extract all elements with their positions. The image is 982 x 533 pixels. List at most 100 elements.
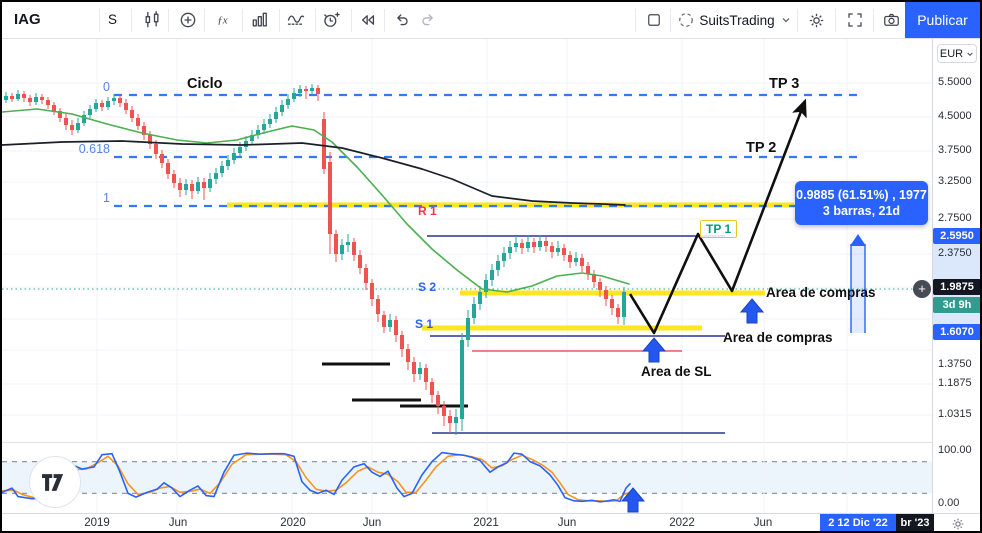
time-tick-2021: 2021 <box>473 517 499 529</box>
divider <box>131 9 132 32</box>
divider <box>873 9 874 32</box>
tooltip-line2: 3 barras, 21d <box>822 204 901 218</box>
indicators-fx-icon: ƒx <box>217 14 227 26</box>
account-name: SuitsTrading <box>699 12 775 28</box>
divider <box>384 9 385 32</box>
column-report-icon <box>252 12 267 27</box>
chevron-down-icon <box>967 52 973 56</box>
stochastic-pane[interactable] <box>2 442 932 513</box>
top-toolbar: IAG S SuitsTrading Publicar ƒx <box>2 2 980 39</box>
fib-label-0618[interactable]: 0.618 <box>78 142 110 156</box>
time-tick-2019: 2019 <box>84 517 110 529</box>
price-tick-3d 9h: 3d 9h <box>933 297 980 313</box>
settings-button[interactable] <box>801 6 831 34</box>
tp3-text[interactable]: TP 3 <box>769 76 800 92</box>
publish-button[interactable]: Publicar <box>905 2 980 38</box>
symbol-name[interactable]: IAG <box>14 11 41 28</box>
undo-button[interactable] <box>388 6 416 34</box>
time-tick-Jun: Jun <box>168 517 188 529</box>
time-axis[interactable]: 2019 Jun 2020 Jun 2021 Jun 2022 Jun 2 12 Dic '2… <box>2 513 980 531</box>
range-measure-tooltip: 0.9885 (61.51%) , 1977 3 barras, 21d <box>795 181 928 225</box>
price-tick-1.1875: 1.1875 <box>938 377 972 389</box>
divider <box>315 9 316 32</box>
add-symbol-icon <box>180 12 196 28</box>
add-symbol-button[interactable] <box>174 6 202 34</box>
indicators-fx-button[interactable]: ƒx <box>210 6 238 34</box>
currency-toggle[interactable]: EUR <box>937 44 977 63</box>
interval-button[interactable]: S <box>108 12 118 27</box>
alert-plus-button[interactable] <box>318 6 346 34</box>
r1-label[interactable]: R 1 <box>418 204 437 218</box>
redo-icon <box>422 14 433 26</box>
camera-icon <box>883 13 899 26</box>
price-tick-1.0315: 1.0315 <box>938 408 972 420</box>
fib-label-0[interactable]: 0 <box>103 80 110 94</box>
buy-area-label-1[interactable]: Area de compras <box>766 285 876 300</box>
fib-label-1[interactable]: 1 <box>103 191 110 205</box>
cycle-text[interactable]: Ciclo <box>187 76 223 92</box>
divider <box>168 9 169 32</box>
undo-icon <box>397 14 408 26</box>
price-tick-0.00: 0.00 <box>938 497 960 509</box>
layout-button[interactable] <box>641 6 667 34</box>
snapshot-button[interactable] <box>877 6 905 34</box>
sl-area-label[interactable]: Area de SL <box>641 364 712 379</box>
axis-settings-button[interactable] <box>950 516 966 531</box>
tv-logo-icon <box>42 473 64 491</box>
pane-divider[interactable] <box>2 442 932 443</box>
chevron-down-icon[interactable] <box>778 6 794 34</box>
price-tick-100.00: 100.00 <box>938 444 972 456</box>
cloud-sync-icon <box>674 6 698 34</box>
forecast-wave-button[interactable] <box>282 6 310 34</box>
range-date-label: 2 12 Dic '22 <box>820 514 896 531</box>
price-tick-2.5950: 2.5950 <box>933 228 980 244</box>
s2-label[interactable]: S 2 <box>418 280 437 294</box>
time-tick-2020: 2020 <box>280 517 306 529</box>
price-tick-2.7500: 2.7500 <box>938 212 972 224</box>
tp2-text[interactable]: TP 2 <box>746 140 777 156</box>
gear-icon <box>809 13 823 27</box>
s1-label[interactable]: S 1 <box>415 317 434 331</box>
candlestick-style-icon <box>145 11 159 28</box>
forecast-wave-icon <box>287 15 305 25</box>
price-tick-2.3750: 2.3750 <box>938 247 972 259</box>
divider <box>670 9 671 32</box>
divider <box>635 9 636 32</box>
time-tick-Jun: Jun <box>753 517 773 529</box>
replay-rewind-button[interactable] <box>354 6 382 34</box>
candlestick-style-button[interactable] <box>138 6 166 34</box>
axis-gear-icon <box>952 518 964 530</box>
price-axis[interactable]: EUR 5.5000 4.5000 3.7500 3.2500 2.7500 2.5950… <box>932 39 980 513</box>
time-tick-Jun: Jun <box>362 517 382 529</box>
account-menu[interactable]: SuitsTrading <box>698 6 776 34</box>
alert-plus-icon <box>324 12 340 27</box>
tradingview-logo[interactable] <box>29 456 81 508</box>
currency-label: EUR <box>939 47 964 60</box>
price-tick-1.3750: 1.3750 <box>938 358 972 370</box>
svg-text:ƒx: ƒx <box>217 14 227 26</box>
price-tick-4.5000: 4.5000 <box>938 110 972 122</box>
column-report-button[interactable] <box>246 6 274 34</box>
redo-button[interactable] <box>414 6 442 34</box>
tooltip-line1: 0.9885 (61.51%) , 1977 <box>796 188 927 202</box>
price-tick-5.5000: 5.5000 <box>938 76 972 88</box>
replay-rewind-icon <box>361 15 375 25</box>
divider <box>797 9 798 32</box>
divider <box>835 9 836 32</box>
divider <box>279 9 280 32</box>
divider <box>242 9 243 32</box>
divider <box>351 9 352 32</box>
divider <box>99 9 100 32</box>
price-tick-3.7500: 3.7500 <box>938 144 972 156</box>
main-chart-pane[interactable] <box>2 39 932 442</box>
divider <box>204 9 205 32</box>
time-tick-2022: 2022 <box>669 517 695 529</box>
crosshair-date-label: br '23 <box>896 514 934 531</box>
add-alert-plus-button[interactable]: + <box>913 280 931 298</box>
buy-area-label-2[interactable]: Area de compras <box>723 330 833 345</box>
price-tick-3.2500: 3.2500 <box>938 175 972 187</box>
tp1-label-box[interactable]: TP 1 <box>700 220 738 238</box>
layout-square-icon <box>648 14 660 26</box>
fullscreen-button[interactable] <box>840 6 870 34</box>
